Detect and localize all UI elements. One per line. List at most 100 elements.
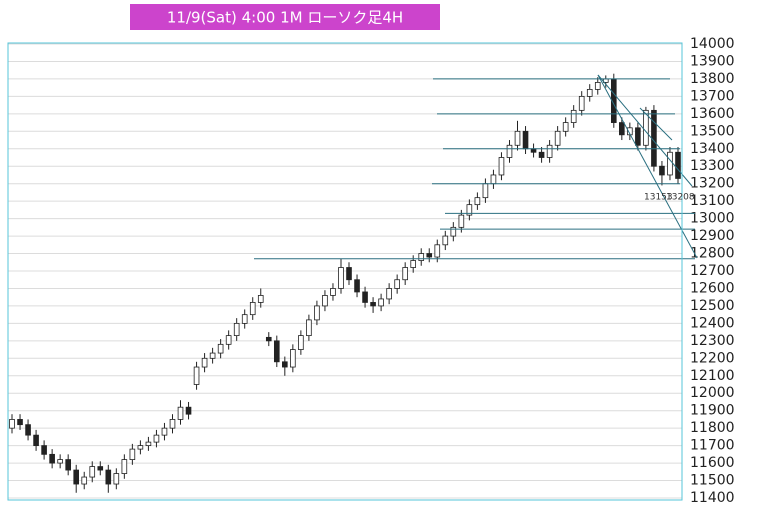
trend-line bbox=[639, 107, 673, 141]
y-tick-label: 13100 bbox=[690, 193, 735, 209]
y-tick-label: 12200 bbox=[690, 350, 735, 366]
candle-body bbox=[594, 82, 601, 90]
y-tick-label: 11900 bbox=[690, 403, 735, 419]
y-tick-label: 13400 bbox=[690, 141, 735, 157]
y-tick-label: 14000 bbox=[690, 36, 735, 52]
candle-body bbox=[177, 406, 184, 420]
y-tick-label: 11700 bbox=[690, 438, 735, 454]
candle-body bbox=[410, 260, 417, 268]
candle-body bbox=[97, 466, 104, 471]
y-tick-label: 12900 bbox=[690, 228, 735, 244]
candle-body bbox=[538, 151, 545, 158]
candle-body bbox=[81, 476, 88, 485]
candle-body bbox=[73, 469, 80, 485]
candle-body bbox=[522, 130, 529, 150]
title-box bbox=[130, 4, 440, 30]
candle-body bbox=[330, 288, 336, 296]
y-tick-label: 13000 bbox=[690, 211, 735, 227]
candle-body bbox=[33, 434, 39, 447]
candle-body bbox=[225, 335, 232, 345]
y-tick-label: 12000 bbox=[690, 385, 735, 401]
candle-body bbox=[338, 267, 344, 289]
candle-body bbox=[667, 151, 673, 176]
y-tick-label: 12600 bbox=[690, 280, 735, 296]
candle-body bbox=[314, 305, 320, 321]
candle-body bbox=[257, 295, 264, 303]
candle-body bbox=[554, 130, 561, 146]
y-tick-label: 12300 bbox=[690, 333, 735, 349]
candle-body bbox=[643, 109, 649, 146]
candle-body bbox=[41, 445, 47, 455]
candle-body bbox=[241, 314, 248, 324]
y-tick-label: 13200 bbox=[690, 176, 735, 192]
candle-body bbox=[249, 302, 256, 316]
candle-body bbox=[298, 335, 304, 350]
candle-body bbox=[25, 424, 31, 436]
candle-body bbox=[169, 419, 176, 429]
y-tick-label: 11400 bbox=[690, 490, 735, 506]
y-tick-label: 11500 bbox=[690, 473, 735, 489]
candle-body bbox=[450, 226, 457, 237]
candle-body bbox=[233, 322, 240, 337]
y-tick-label: 12400 bbox=[690, 315, 735, 331]
candle-body bbox=[161, 427, 168, 436]
candle-body bbox=[466, 204, 473, 216]
y-tick-label: 13600 bbox=[690, 106, 735, 122]
candle-body bbox=[282, 361, 288, 368]
candle-body bbox=[265, 336, 272, 342]
candle-body bbox=[9, 419, 15, 429]
chart-title: 11/9(Sat) 4:00 1M ローソク足4H bbox=[167, 9, 403, 27]
candle-body bbox=[145, 441, 152, 447]
candle-body bbox=[370, 302, 376, 307]
candle-body bbox=[474, 197, 481, 206]
annotation: 13208 bbox=[666, 193, 695, 203]
y-tick-label: 13800 bbox=[690, 71, 735, 87]
trend-line bbox=[597, 74, 693, 187]
candle-body bbox=[362, 291, 368, 303]
y-tick-label: 13700 bbox=[690, 88, 735, 104]
candle-body bbox=[402, 267, 408, 281]
candle-body bbox=[458, 214, 465, 228]
candle-body bbox=[659, 165, 665, 176]
plot-frame bbox=[7, 42, 683, 501]
candle-body bbox=[185, 406, 192, 415]
y-tick-label: 12100 bbox=[690, 368, 735, 384]
candle-body bbox=[201, 357, 208, 368]
candle-body bbox=[354, 279, 360, 293]
candle-body bbox=[121, 459, 128, 474]
candle-body bbox=[562, 122, 569, 132]
candle-body bbox=[217, 343, 224, 354]
candle-body bbox=[346, 267, 352, 281]
candle-body bbox=[426, 253, 433, 258]
candle-body bbox=[394, 279, 400, 289]
candle-body bbox=[290, 349, 296, 368]
candle-body bbox=[570, 109, 577, 123]
candle-body bbox=[434, 244, 441, 258]
y-tick-label: 13500 bbox=[690, 123, 735, 139]
candle-body bbox=[442, 235, 449, 246]
candle-body bbox=[306, 319, 312, 337]
y-tick-label: 12800 bbox=[690, 246, 735, 262]
candle-body bbox=[17, 419, 23, 426]
candle-body bbox=[675, 151, 681, 179]
y-tick-label: 11600 bbox=[690, 455, 735, 471]
y-tick-label: 12500 bbox=[690, 298, 735, 314]
candle-body bbox=[578, 95, 585, 111]
candle-body bbox=[490, 174, 497, 185]
candle-body bbox=[482, 183, 489, 199]
candle-body bbox=[635, 127, 641, 146]
candle-body bbox=[57, 459, 63, 464]
trend-line bbox=[597, 74, 698, 259]
candle-body bbox=[322, 295, 328, 307]
candle-body bbox=[89, 466, 96, 478]
candle-body bbox=[113, 473, 120, 485]
candle-body bbox=[546, 144, 553, 158]
candle-body bbox=[273, 340, 280, 363]
candle-body bbox=[506, 144, 513, 158]
y-tick-label: 13900 bbox=[690, 53, 735, 69]
candle-body bbox=[530, 148, 537, 153]
y-tick-label: 11800 bbox=[690, 420, 735, 436]
candle-body bbox=[498, 157, 505, 176]
y-tick-label: 13300 bbox=[690, 158, 735, 174]
